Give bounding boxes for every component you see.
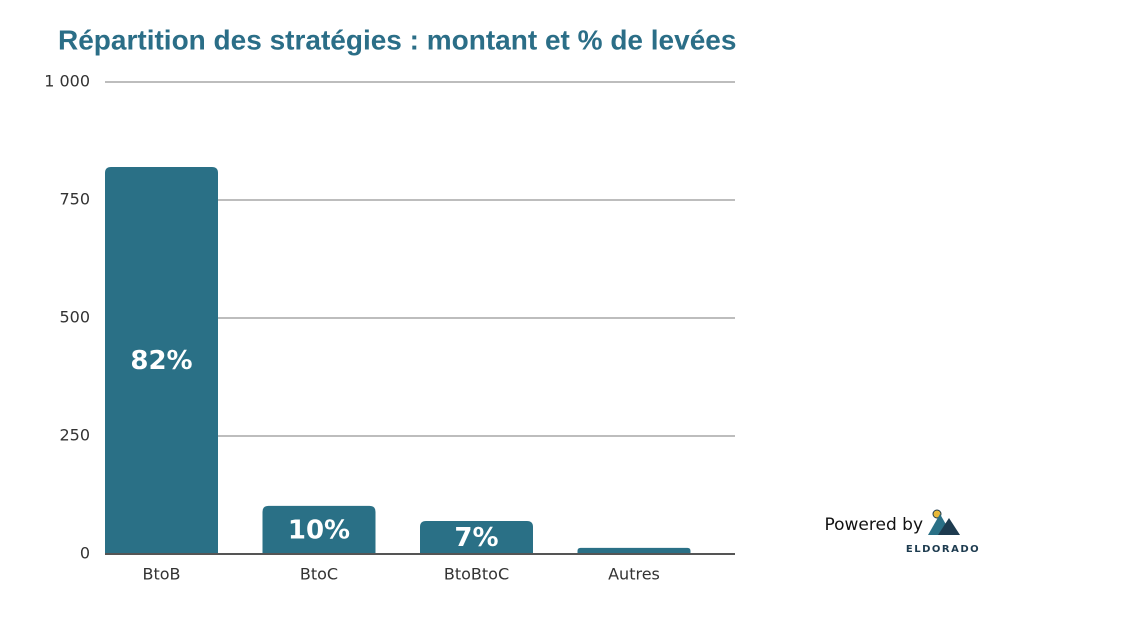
bar <box>420 520 533 554</box>
share-label: 10% <box>288 515 350 545</box>
logo-mountain <box>938 518 960 535</box>
chart-title: Répartition des stratégies : montant et … <box>58 24 736 55</box>
powered-by: Powered by <box>824 515 923 535</box>
y-tick-label: 500 <box>59 308 90 327</box>
share-label: 82% <box>130 346 192 376</box>
y-tick-label: 0 <box>80 544 90 563</box>
brand-name: ELDORADO <box>906 544 980 555</box>
branding: Powered by ELDORADO <box>824 509 980 555</box>
x-tick-label: BtoBtoC <box>444 565 509 584</box>
y-tick-label: 250 <box>59 426 90 445</box>
x-tick-label: BtoC <box>300 565 338 584</box>
y-tick-label: 1 000 <box>44 72 90 91</box>
bar <box>577 547 691 554</box>
bar <box>105 166 218 554</box>
bar <box>262 505 376 554</box>
x-tick-label: Autres <box>608 565 660 584</box>
share-label: 7% <box>454 523 498 553</box>
x-tick-label: BtoB <box>142 565 180 584</box>
y-tick-label: 750 <box>59 190 90 209</box>
